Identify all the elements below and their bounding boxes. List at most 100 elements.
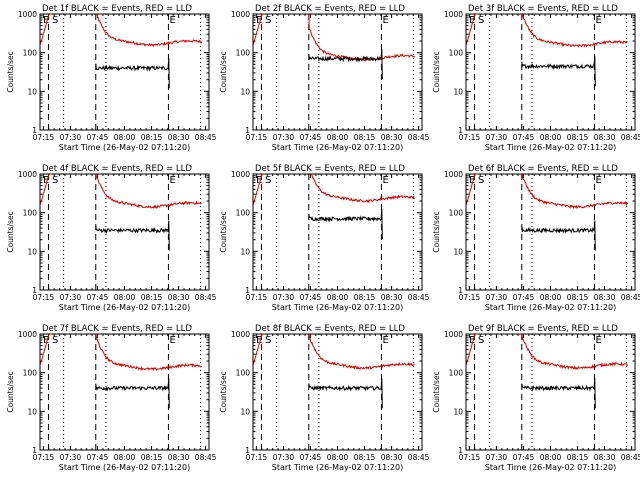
x-tick-label: 08:00	[540, 133, 562, 142]
y-tick-label: 100	[236, 49, 251, 58]
chart-title: Det 3f BLACK = Events, RED = LLD	[468, 4, 618, 14]
plot-area	[40, 174, 202, 251]
plot-frame	[39, 13, 210, 131]
y-tick-label: 10	[27, 87, 37, 96]
chart-panel-9: Det 9f BLACK = Events, RED = LLD 1 10 100 10…	[432, 324, 640, 472]
x-tick-label: 08:30	[594, 453, 616, 462]
x-tick-label: 08:15	[354, 133, 376, 142]
x-tick-label: 08:45	[408, 453, 430, 462]
y-tick-label: 1000	[444, 330, 463, 339]
events-series-line	[95, 378, 170, 409]
events-series-line	[308, 48, 383, 79]
x-axis-label: Start Time (26-May-02 07:11:20)	[272, 303, 403, 312]
plot-area	[253, 174, 415, 239]
x-tick-label: 07:15	[33, 453, 55, 462]
x-tick-label: 07:45	[87, 453, 109, 462]
phase-marker-label: E	[382, 15, 388, 26]
x-tick-label: 07:15	[459, 293, 481, 302]
phase-marker-label: E	[595, 175, 601, 186]
events-series-line	[308, 378, 383, 409]
phase-marker-label: E	[43, 335, 49, 346]
phase-marker-label: S	[52, 15, 58, 26]
y-tick-label: 1000	[231, 170, 250, 179]
phase-marker-label: E	[595, 15, 601, 26]
phase-marker-label: S	[478, 335, 484, 346]
events-series-line	[521, 56, 596, 87]
x-tick-label: 08:00	[114, 293, 136, 302]
phase-marker-label: S	[52, 335, 58, 346]
x-tick-label: 08:45	[408, 293, 430, 302]
phase-marker-label: S	[265, 175, 271, 186]
lld-series-line	[521, 14, 628, 48]
x-tick-label: 08:30	[594, 293, 616, 302]
lld-rise-line	[253, 334, 265, 367]
lld-series-line	[96, 14, 203, 48]
x-tick-label: 07:15	[33, 133, 55, 142]
x-tick-label: 08:00	[114, 453, 136, 462]
lld-rise-line	[40, 14, 52, 47]
y-tick-label: 100	[449, 209, 464, 218]
plot-area	[40, 14, 203, 89]
x-tick-label: 08:00	[327, 133, 349, 142]
y-tick-label: 1	[32, 286, 37, 295]
chart-panel-5: Det 5f BLACK = Events, RED = LLD 1 10 100 10…	[219, 164, 430, 312]
y-tick-label: 10	[27, 407, 37, 416]
x-tick-label: 07:45	[300, 453, 322, 462]
y-tick-label: 10	[453, 407, 463, 416]
lld-rise-line	[466, 334, 478, 367]
x-tick-label: 08:45	[621, 293, 640, 302]
x-tick-label: 08:30	[381, 133, 403, 142]
chart-panel-8: Det 8f BLACK = Events, RED = LLD 1 10 100 10…	[219, 324, 430, 472]
lld-series-line	[310, 174, 415, 204]
y-axis-label: Counts/sec	[432, 51, 441, 92]
plot-area	[253, 334, 415, 409]
phase-marker-label: S	[265, 15, 271, 26]
chart-title: Det 6f BLACK = Events, RED = LLD	[468, 164, 618, 174]
chart-title: Det 7f BLACK = Events, RED = LLD	[42, 324, 192, 334]
x-tick-label: 07:30	[60, 133, 82, 142]
y-tick-label: 1	[245, 126, 250, 135]
x-tick-label: 08:15	[141, 293, 163, 302]
x-tick-label: 07:15	[246, 293, 268, 302]
phase-marker-label: S	[265, 335, 271, 346]
plot-area	[466, 334, 629, 409]
x-tick-label: 08:30	[168, 453, 190, 462]
y-axis-label: Counts/sec	[219, 371, 228, 412]
lld-series-line	[308, 14, 416, 62]
phase-marker-label: E	[256, 335, 262, 346]
chart-title: Det 4f BLACK = Events, RED = LLD	[42, 164, 192, 174]
x-tick-label: 08:30	[594, 133, 616, 142]
y-tick-label: 10	[240, 247, 250, 256]
phase-marker-label: E	[256, 15, 262, 26]
plot-frame	[39, 333, 210, 451]
chart-panel-2: Det 2f BLACK = Events, RED = LLD 1 10 100 10…	[219, 4, 430, 152]
plot-area	[466, 174, 629, 251]
x-tick-label: 08:15	[567, 133, 589, 142]
lld-series-line	[521, 334, 629, 371]
x-tick-label: 08:00	[327, 293, 349, 302]
plot-frame	[465, 13, 636, 131]
y-tick-label: 10	[240, 407, 250, 416]
events-series-line	[95, 58, 170, 89]
y-axis-label: Counts/sec	[432, 211, 441, 252]
x-tick-label: 08:45	[408, 133, 430, 142]
x-tick-label: 08:45	[621, 453, 640, 462]
y-tick-label: 1000	[444, 170, 463, 179]
phase-marker-label: E	[469, 15, 475, 26]
x-tick-label: 08:00	[540, 293, 562, 302]
x-tick-label: 07:45	[513, 293, 535, 302]
x-tick-label: 08:15	[567, 453, 589, 462]
phase-marker-label: E	[169, 175, 175, 186]
x-tick-label: 07:15	[459, 453, 481, 462]
y-tick-label: 100	[23, 209, 38, 218]
chart-title: Det 9f BLACK = Events, RED = LLD	[468, 324, 618, 334]
x-tick-label: 08:45	[195, 293, 217, 302]
x-tick-label: 08:15	[141, 453, 163, 462]
y-axis-label: Counts/sec	[219, 211, 228, 252]
y-tick-label: 10	[453, 247, 463, 256]
plot-area	[253, 14, 416, 79]
x-tick-label: 07:15	[459, 133, 481, 142]
x-tick-label: 07:45	[87, 293, 109, 302]
y-tick-label: 100	[23, 49, 38, 58]
